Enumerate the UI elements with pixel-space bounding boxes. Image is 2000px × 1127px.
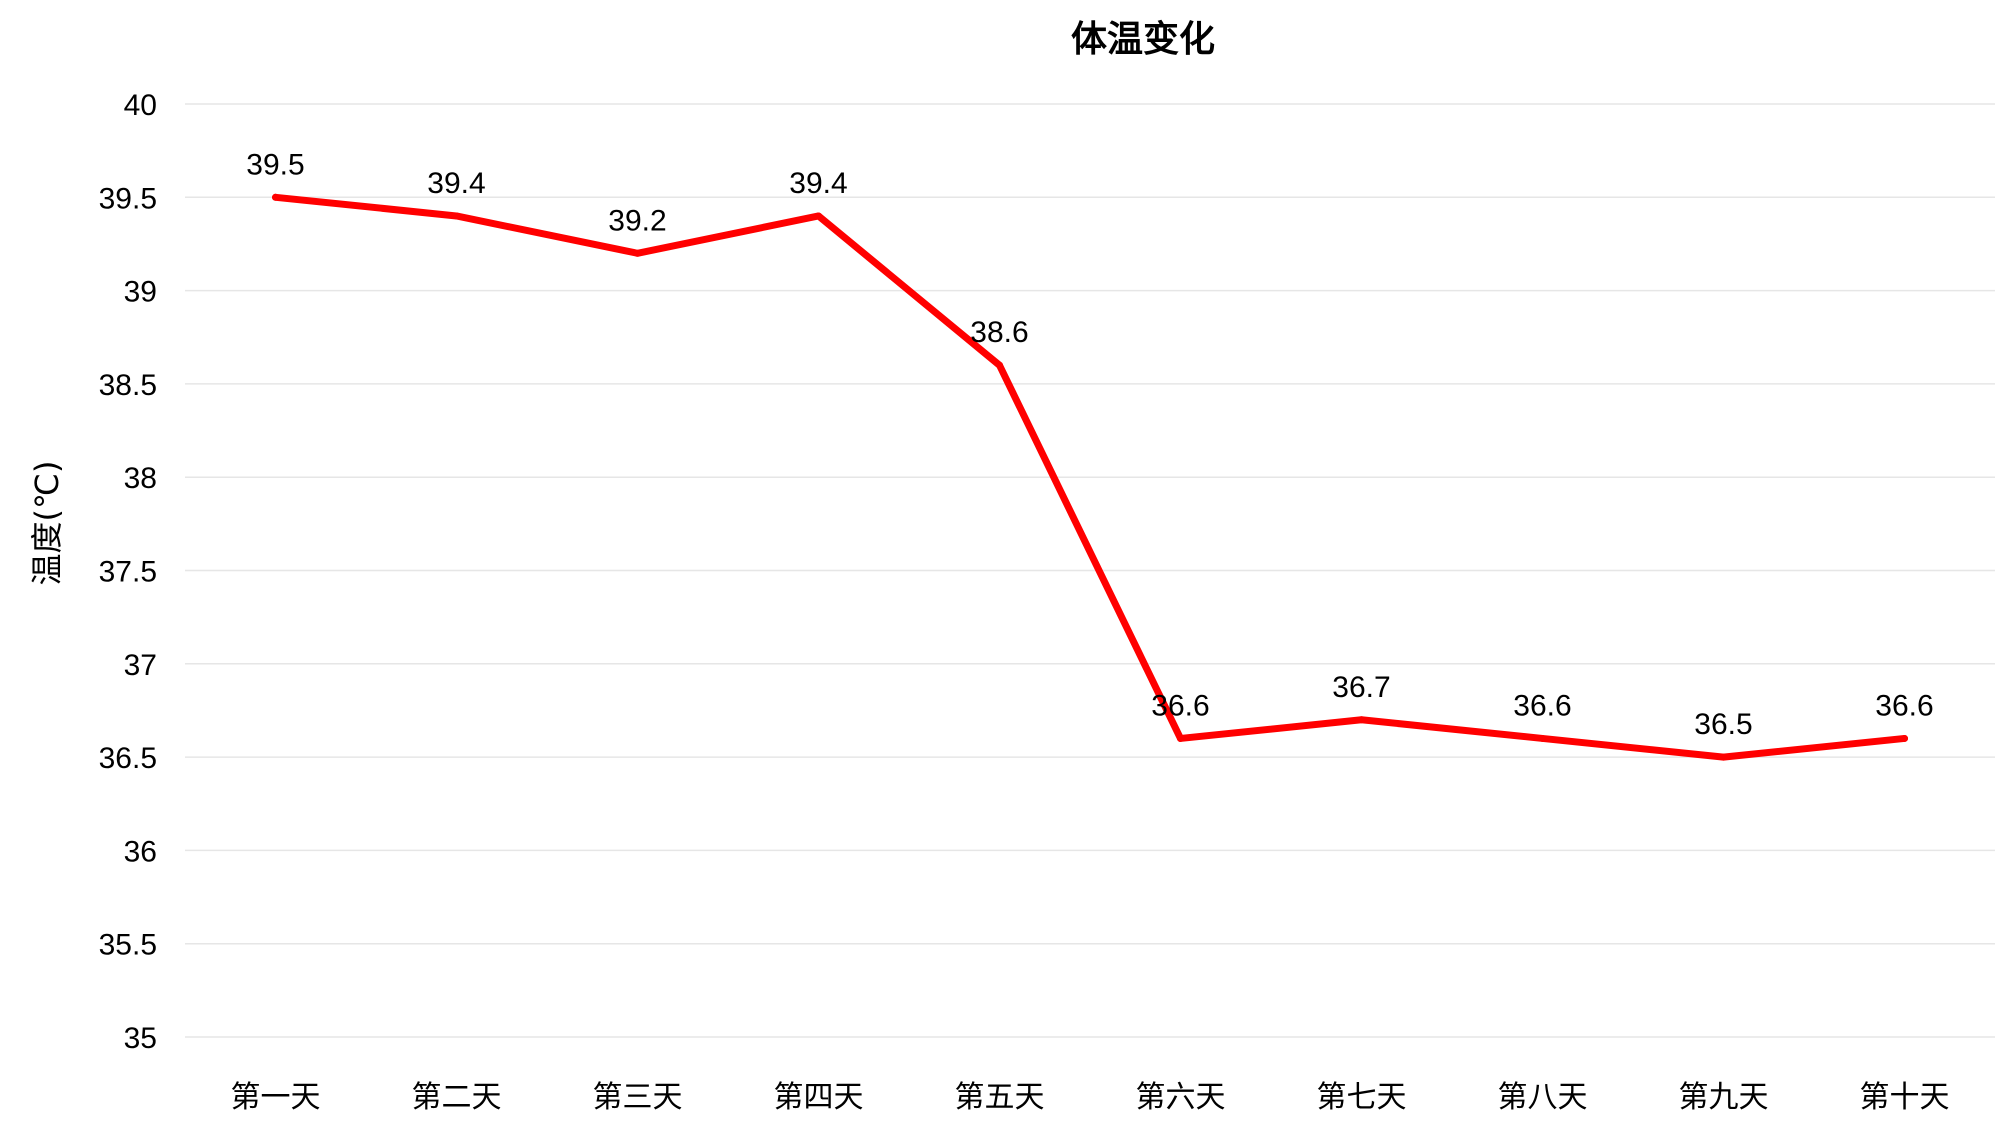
- data-point: [272, 193, 279, 201]
- x-tick-label: 第八天: [1498, 1080, 1588, 1115]
- data-label: 38.6: [970, 316, 1028, 349]
- data-point: [1901, 734, 1908, 742]
- x-tick-label: 第四天: [774, 1080, 864, 1115]
- series-line: [272, 193, 1908, 761]
- y-tick-label: 38.5: [99, 369, 157, 402]
- data-point: [1358, 716, 1365, 724]
- x-tick-label: 第五天: [955, 1080, 1045, 1115]
- x-tick-label: 第七天: [1317, 1080, 1407, 1115]
- data-label: 39.4: [789, 167, 847, 200]
- data-label: 36.5: [1694, 708, 1752, 741]
- gridlines: [185, 103, 1995, 1038]
- series-layer: [272, 193, 1908, 761]
- data-label: 39.5: [246, 148, 304, 181]
- y-axis-label: 温度(℃): [28, 461, 66, 586]
- data-point: [1720, 753, 1727, 761]
- data-point: [815, 212, 822, 220]
- x-tick-label: 第二天: [412, 1080, 502, 1115]
- y-tick-label: 37.5: [99, 556, 157, 589]
- x-tick-label: 第九天: [1679, 1080, 1769, 1115]
- chart-title: 体温变化: [1071, 18, 1215, 60]
- data-label: 36.6: [1513, 689, 1571, 722]
- x-tick-label: 第一天: [231, 1080, 321, 1115]
- y-tick-label: 35.5: [99, 929, 157, 962]
- data-labels: 39.5 39.4 39.2 39.4 38.6 36.6 36.7 36.6 36.5 36.6: [246, 148, 1933, 741]
- data-label: 39.4: [427, 167, 485, 200]
- y-tick-label: 36: [124, 835, 157, 868]
- y-tick-label: 40: [124, 89, 157, 122]
- y-axis-ticks: 35 35.5 36 36.5 37 37.5 38 38.5 39 39.5 40: [99, 89, 157, 1055]
- data-point: [634, 249, 641, 257]
- y-tick-label: 39: [124, 276, 157, 309]
- y-tick-label: 37: [124, 649, 157, 682]
- data-point: [1177, 734, 1184, 742]
- data-label: 36.6: [1875, 689, 1933, 722]
- y-tick-label: 38: [124, 462, 157, 495]
- data-label: 36.6: [1151, 689, 1209, 722]
- data-label: 39.2: [608, 204, 666, 237]
- x-axis-ticks: 第一天 第二天 第三天 第四天 第五天 第六天 第七天 第八天 第九天 第十天: [231, 1080, 1950, 1115]
- data-label: 36.7: [1332, 671, 1390, 704]
- data-point: [1539, 734, 1546, 742]
- x-tick-label: 第三天: [593, 1080, 683, 1115]
- data-point: [453, 212, 460, 220]
- data-point: [996, 361, 1003, 369]
- x-tick-label: 第十天: [1860, 1080, 1950, 1115]
- y-tick-label: 39.5: [99, 182, 157, 215]
- x-tick-label: 第六天: [1136, 1080, 1226, 1115]
- y-tick-label: 35: [124, 1022, 157, 1055]
- y-tick-label: 36.5: [99, 742, 157, 775]
